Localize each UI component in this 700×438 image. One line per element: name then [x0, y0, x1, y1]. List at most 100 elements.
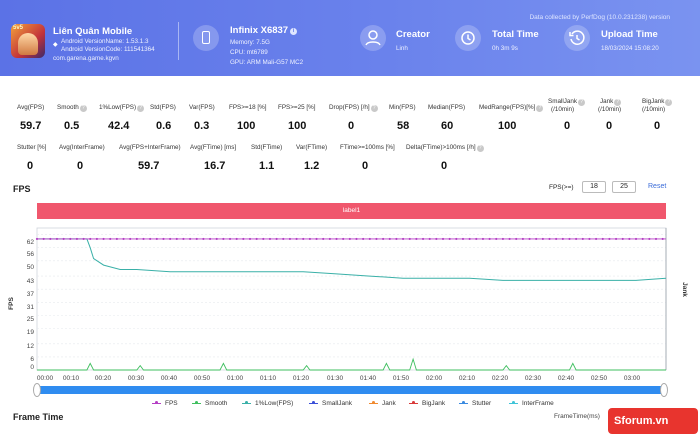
series-point-fps: [215, 237, 218, 241]
y-axis-title-right: Jank: [680, 282, 688, 297]
help-icon[interactable]: ?: [137, 105, 145, 112]
series-point-fps: [95, 237, 99, 241]
help-icon[interactable]: ?: [370, 105, 378, 112]
series-point-fps: [568, 237, 571, 241]
metric-label: Smooth?: [57, 104, 87, 112]
series-point-fps: [541, 237, 544, 241]
legend-item-jank[interactable]: Jank: [369, 400, 396, 407]
help-icon[interactable]: ?: [79, 105, 87, 112]
slider-handle-start[interactable]: [33, 383, 41, 397]
legend-item-interframe[interactable]: InterFrame: [509, 400, 554, 407]
app-icon-badge: 5v5: [13, 25, 24, 31]
series-point-fps: [588, 237, 591, 241]
help-icon[interactable]: ?: [476, 145, 484, 152]
metric-value: 1.2: [304, 160, 320, 172]
x-tick-label: 00:30: [127, 375, 145, 382]
metric-label-unit: (/10min): [598, 106, 622, 113]
fps-threshold-label: FPS(>=): [549, 184, 574, 191]
legend-item-smooth[interactable]: Smooth: [192, 400, 227, 407]
help-icon[interactable]: ?: [536, 105, 544, 112]
x-tick-label: 02:30: [524, 375, 542, 382]
app-icon: 5v5: [11, 24, 45, 58]
series-point-fps: [648, 237, 651, 241]
metric-label: Jank?: [600, 98, 622, 106]
metric-value: 42.4: [108, 120, 130, 132]
legend-item-big-jank[interactable]: BigJank: [409, 400, 445, 407]
series-point-fps: [109, 237, 112, 241]
info-icon[interactable]: i: [290, 28, 298, 35]
legend-item-small-jank[interactable]: SmallJank: [309, 400, 352, 407]
series-point-fps: [628, 237, 631, 241]
series-point-fps: [135, 237, 138, 241]
label-bar[interactable]: label1: [37, 203, 666, 219]
app-version-block: Android VersionName: 1.53.1.3 Android Ve…: [61, 38, 155, 53]
metric-label: MedRange(FPS)[%]?: [479, 104, 544, 112]
series-point-fps: [55, 237, 59, 241]
x-tick-label: 02:00: [425, 375, 443, 382]
y-tick-label: 12: [26, 343, 34, 350]
slider-handle-end[interactable]: [660, 383, 668, 397]
metric-label: Avg(FPS+InterFrame): [119, 144, 181, 151]
x-tick-label: 03:00: [623, 375, 641, 382]
metric-value: 59.7: [138, 160, 160, 172]
fps-threshold-input-2[interactable]: 25: [612, 181, 636, 193]
total-time-value: 0h 3m 9s: [492, 45, 518, 52]
help-icon[interactable]: ?: [614, 99, 622, 106]
series-point-fps: [268, 237, 272, 241]
x-tick-label: 00:40: [160, 375, 178, 382]
series-point-fps: [654, 237, 658, 241]
series-point-fps: [75, 237, 79, 241]
series-point-fps: [348, 237, 351, 241]
metric-value: 0: [564, 120, 571, 132]
series-point-fps: [129, 237, 132, 241]
series-point-fps: [35, 237, 39, 241]
series-point-fps: [382, 237, 385, 241]
reset-button[interactable]: Reset: [648, 183, 667, 190]
series-point-fps: [149, 237, 152, 241]
legend-item-fps[interactable]: FPS: [152, 400, 178, 407]
user-icon: [360, 25, 386, 51]
metric-value: 0: [27, 160, 34, 172]
x-tick-label: 02:20: [491, 375, 509, 382]
series-point-fps: [308, 237, 311, 241]
series-point-fps: [302, 237, 305, 241]
series-point-fps: [115, 237, 118, 241]
metric-value: 59.7: [20, 120, 42, 132]
series-point-fps: [435, 237, 438, 241]
help-icon[interactable]: ?: [665, 99, 673, 106]
series-point-fps: [368, 237, 371, 241]
metric-value: 58: [397, 120, 410, 132]
series-point-fps: [621, 237, 624, 241]
fps-threshold-input-1[interactable]: 18: [582, 181, 606, 193]
upload-time-value: 18/03/2024 15:08:20: [601, 45, 659, 52]
metric-value: 100: [237, 120, 256, 132]
data-collected-note: Data collected by PerfDog (10.0.231238) …: [529, 14, 670, 21]
series-point-fps: [515, 237, 518, 241]
app-name: Liên Quân Mobile: [53, 26, 133, 37]
metric-value: 0: [606, 120, 613, 132]
y-tick-label: 56: [26, 251, 34, 258]
x-tick-label: 02:50: [590, 375, 608, 382]
metric-label: Avg(FPS): [17, 104, 45, 111]
series-point-fps: [275, 237, 278, 241]
metric-label: BigJank?: [642, 98, 673, 106]
legend-item-1-low-fps[interactable]: 1%Low(FPS): [242, 400, 293, 407]
series-point-fps: [335, 237, 338, 241]
series-point-fps: [641, 237, 644, 241]
metric-label: Avg(InterFrame): [59, 144, 105, 151]
series-point-fps: [155, 237, 158, 241]
series-point-fps: [169, 237, 172, 241]
app-icon-hero: [18, 33, 38, 55]
legend-item-stutter[interactable]: Stutter: [459, 400, 491, 407]
app-package: com.garena.game.kgvn: [53, 55, 119, 62]
series-point-fps: [315, 237, 318, 241]
metric-value: 16.7: [204, 160, 226, 172]
help-icon[interactable]: ?: [578, 99, 586, 106]
series-point-fps: [661, 237, 664, 241]
series-point-fps: [182, 237, 185, 241]
metric-label: Median(FPS): [428, 104, 466, 111]
frame-time-section-title: Frame Time: [13, 412, 64, 422]
device-name: Infinix X6837 i: [230, 25, 298, 36]
time-range-slider[interactable]: [37, 386, 665, 394]
series-point-fps: [401, 237, 405, 241]
